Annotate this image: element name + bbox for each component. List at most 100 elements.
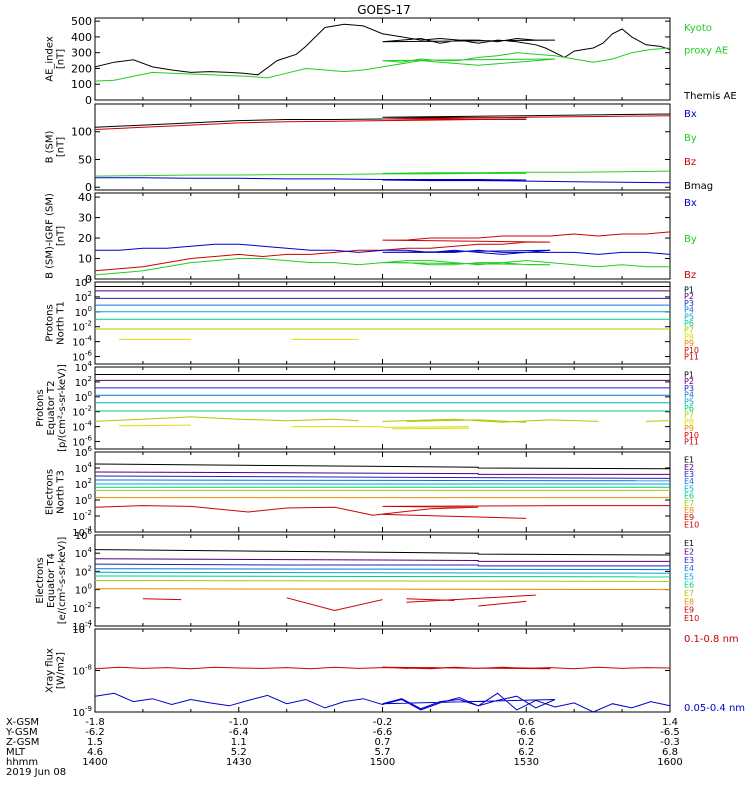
series-line-e9a (143, 599, 181, 600)
tick-exponent: 6 (88, 445, 93, 453)
series-line-e2 (95, 472, 670, 475)
y-tick-label: 100 (75, 305, 92, 319)
y-tick-label: 30 (78, 212, 92, 225)
y-axis-label: Xray flux (45, 648, 56, 693)
tick-exponent: -4 (85, 335, 93, 343)
series-line-e9 (95, 506, 718, 516)
panel-frame (95, 629, 670, 712)
y-tick-label: 104 (75, 461, 93, 475)
date-label: 2019 Jun 08 (6, 767, 66, 778)
series-line-e8 (95, 589, 670, 590)
legend-item: Bz (684, 157, 696, 168)
tick-base: 10 (75, 480, 88, 491)
ephemeris-value: 1400 (82, 757, 107, 768)
tick-exponent: -9 (85, 705, 92, 713)
tick-exponent: 0 (88, 305, 92, 313)
tick-exponent: -4 (85, 420, 93, 428)
tick-base: 10 (75, 496, 88, 507)
series-line-e5 (95, 572, 670, 573)
tick-exponent: 2 (88, 477, 92, 485)
tick-base: 10 (75, 549, 88, 560)
legend-item: By (684, 133, 697, 144)
panel-frame (95, 367, 670, 449)
panel-frame (95, 452, 670, 532)
y-tick-label: 500 (71, 15, 92, 28)
series-line-by (95, 254, 750, 275)
series-group (95, 216, 750, 275)
series-group (95, 667, 750, 712)
legend-item: Bx (684, 198, 697, 209)
y-axis-label: [p/(cm²-s-sr-keV)] (57, 364, 68, 452)
y-tick-label: 400 (71, 31, 92, 44)
series-group (95, 375, 750, 429)
y-tick-label: 102 (75, 375, 92, 389)
y-tick-label: 10-2 (72, 601, 92, 615)
tick-base: 10 (75, 278, 88, 289)
series-line-e1 (95, 464, 670, 470)
series-line-e10 (383, 514, 527, 518)
legend-item: Bmag (684, 181, 713, 192)
tick-base: 10 (75, 378, 88, 389)
tick-exponent: 2 (88, 375, 92, 383)
y-axis-label: AE_index (45, 36, 56, 82)
tick-exponent: 0 (88, 493, 92, 501)
series-line-0-05-0-4-nm (95, 693, 750, 712)
tick-base: 10 (75, 393, 88, 404)
y-axis-label: Protons (35, 389, 46, 426)
y-tick-label: 102 (75, 564, 92, 578)
series-line-e3 (95, 564, 670, 567)
tick-base: 10 (72, 353, 85, 364)
tick-base: 10 (75, 464, 88, 475)
series-line-bx (95, 244, 750, 254)
y-axis-label: Electrons (35, 557, 46, 603)
series-line-0-1-0-8-nm (95, 667, 750, 669)
series-group (95, 110, 750, 185)
y-tick-label: 10-4 (72, 335, 92, 349)
series-line-e2 (95, 559, 670, 563)
y-tick-label: 102 (75, 477, 92, 491)
series-line-p8a (119, 425, 191, 426)
series-line-p7 (95, 417, 359, 422)
y-tick-label: 100 (75, 493, 92, 507)
panel-frame (95, 193, 670, 279)
ephemeris-value: 1500 (370, 757, 395, 768)
y-tick-label: 10-2 (72, 405, 92, 419)
series-line-e7 (95, 581, 670, 582)
tick-exponent: 2 (88, 564, 92, 572)
tick-exponent: -7 (85, 622, 92, 630)
legend-item: By (684, 234, 697, 245)
y-axis-label: B (SM) (45, 130, 56, 163)
legend-item: 0.05-0.4 nm (684, 703, 745, 714)
tick-base: 10 (72, 512, 85, 523)
series-line-e1 (95, 550, 670, 556)
tick-exponent: -8 (85, 664, 92, 672)
legend-item: Bx (684, 109, 697, 120)
y-axis-label: North T3 (56, 470, 67, 514)
series-line-e9e (478, 601, 526, 606)
y-axis-label: [nT] (56, 137, 67, 157)
y-tick-label: 104 (75, 546, 93, 560)
y-tick-label: 100 (75, 390, 92, 404)
y-tick-label: 20 (78, 232, 92, 245)
legend-item: E10 (684, 520, 699, 529)
y-axis-label: [nT] (56, 226, 67, 246)
y-tick-label: 104 (75, 360, 93, 374)
series-line-e4 (95, 480, 670, 481)
tick-exponent: 4 (88, 546, 93, 554)
y-tick-label: 10-2 (72, 320, 92, 334)
legend-item: proxy AE (684, 46, 728, 57)
y-axis-label: Protons (45, 304, 56, 341)
y-axis-label: [e/(cm²-s-sr-keV)] (57, 537, 68, 625)
y-axis-label: Equator T4 (46, 553, 57, 608)
tick-base: 10 (75, 448, 88, 459)
